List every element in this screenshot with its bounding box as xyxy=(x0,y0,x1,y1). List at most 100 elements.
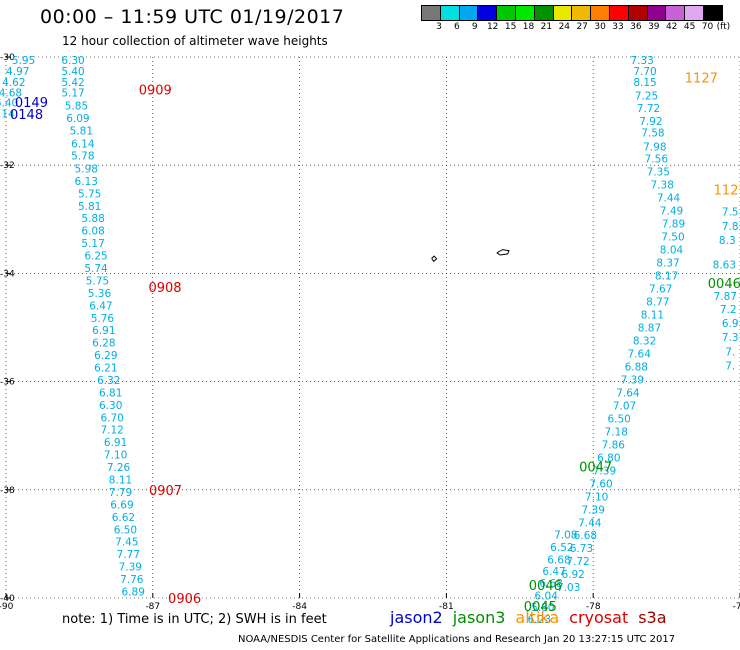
pass-time-label: 0149 xyxy=(15,96,48,111)
swh-value: 6.68 xyxy=(574,530,597,542)
pass-time-label: 0047 xyxy=(579,461,612,476)
swh-value: 6.91 xyxy=(104,437,127,449)
swh-value: 6.9 xyxy=(722,318,739,330)
x-tick-label: -87 xyxy=(145,602,160,612)
swh-value: 7.44 xyxy=(657,193,681,205)
swh-value: 7.12 xyxy=(100,425,123,437)
swh-value: 6.32 xyxy=(97,375,120,387)
scale-swatch xyxy=(702,5,723,21)
legend-item-jason2: jason2 xyxy=(390,608,443,627)
scale-label: 39 xyxy=(648,22,660,32)
swh-value: 5.74 xyxy=(84,263,108,275)
swh-value: 5.81 xyxy=(70,126,93,138)
swh-value: 6.68 xyxy=(539,578,562,590)
swh-value: 6.69 xyxy=(110,499,133,511)
swh-value: 6.80 xyxy=(597,452,620,464)
swh-value: 7.77 xyxy=(117,549,140,561)
swh-value: 6.88 xyxy=(625,361,648,373)
swh-value: 8.3 xyxy=(719,235,736,247)
swh-value: 7.39 xyxy=(621,374,644,386)
scale-label: 6 xyxy=(454,22,460,32)
swh-value: 6.25 xyxy=(84,251,107,263)
swh-value: 6.47 xyxy=(89,300,112,312)
pass-time-label: 0906 xyxy=(168,592,201,607)
swh-value: 7.58 xyxy=(641,128,664,140)
y-tick-label: -34 xyxy=(0,269,15,279)
swh-value: 8.11 xyxy=(641,310,664,322)
swh-value: 7.98 xyxy=(643,141,666,153)
swh-value: 7.72 xyxy=(637,103,660,115)
swh-value: 6.30 xyxy=(99,400,122,412)
swh-value: 7.10 xyxy=(585,491,608,503)
swh-value: 6.70 xyxy=(100,412,123,424)
swh-value: 5.75 xyxy=(78,188,101,200)
swh-value: 6.28 xyxy=(92,338,115,350)
swh-value: 7.07 xyxy=(613,400,636,412)
swh-value: 5.76 xyxy=(91,313,115,325)
swh-value: 8.37 xyxy=(656,258,679,270)
swh-value: 5.40 xyxy=(61,66,84,78)
scale-label: 36 xyxy=(630,22,642,32)
swh-value: 8.32 xyxy=(633,335,656,347)
swh-value: 6.13 xyxy=(75,176,98,188)
swh-value: 4.68 xyxy=(0,88,22,100)
swh-value: 6.14 xyxy=(71,139,95,151)
scale-label: 24 xyxy=(558,22,571,32)
swh-value: 7.25 xyxy=(635,90,658,102)
swh-value: 8.77 xyxy=(646,297,669,309)
scale-label: 45 xyxy=(683,22,696,32)
swh-value: 7.08 xyxy=(554,530,577,542)
swh-value: 7.60 xyxy=(589,478,612,490)
swh-value: 7.26 xyxy=(107,462,131,474)
scale-label: 3 xyxy=(436,22,442,32)
swh-value: 4.62 xyxy=(2,77,25,89)
swh-value: 8.04 xyxy=(660,245,684,257)
legend-item-s3a: s3a xyxy=(638,608,667,627)
swh-value: 6.52 xyxy=(550,542,573,554)
swh-value: 7.39 xyxy=(582,504,605,516)
swh-value: 5.81 xyxy=(78,201,101,213)
swh-value: 7.10 xyxy=(104,450,127,462)
pass-time-label: 0148 xyxy=(10,108,43,123)
swh-value: 7.49 xyxy=(660,206,683,218)
swh-value: 5.95 xyxy=(12,55,35,67)
swh-value: 5.14 xyxy=(0,108,15,120)
swh-value: 5.78 xyxy=(71,150,94,162)
scale-label: 9 xyxy=(471,22,478,32)
scale-label: 18 xyxy=(522,22,535,32)
scale-label: 33 xyxy=(612,22,624,32)
swh-value: 8.15 xyxy=(633,77,656,89)
swh-value: 5.85 xyxy=(65,101,88,113)
swh-value: 7.03 xyxy=(557,582,580,594)
swh-value: 8.17 xyxy=(655,271,678,283)
swh-value: 7.86 xyxy=(602,439,626,451)
swh-value: 7.45 xyxy=(115,537,138,549)
swh-value: 8.11 xyxy=(109,475,132,487)
x-tick-label: -84 xyxy=(292,602,307,612)
swh-value: 5.36 xyxy=(88,288,112,300)
swh-value: 7.2 xyxy=(720,304,737,316)
swh-value: 6.68 xyxy=(547,555,570,567)
swh-value: 5.17 xyxy=(81,238,104,250)
swh-value: 6.23 xyxy=(528,614,551,626)
satellite-legend: jason2 jason3 altika cryosat s3a xyxy=(390,608,677,627)
swh-value: 7.87 xyxy=(714,291,737,303)
x-tick-label: -78 xyxy=(586,602,601,612)
pass-time-label: 0907 xyxy=(149,484,182,499)
swh-value: 5.42 xyxy=(61,77,84,89)
swh-value: 5.88 xyxy=(81,213,104,225)
wave-height-scale-labels: 3 6 9 12 15 18 21 24 27 30 33 36 39 42 45 70 (ft) xyxy=(421,22,740,34)
swh-value: 6.50 xyxy=(607,413,630,425)
swh-value: 7. xyxy=(725,360,735,372)
swh-value: 7. xyxy=(725,346,735,358)
swh-value: 7.33 xyxy=(630,55,653,67)
x-tick-label: -75 xyxy=(733,602,740,612)
pass-time-label: 0908 xyxy=(148,281,181,296)
pass-time-label: 0045 xyxy=(524,600,557,615)
pass-time-label: 1127 xyxy=(685,72,718,87)
swh-value: 5.75 xyxy=(86,275,109,287)
swh-value: 6.89 xyxy=(122,587,145,599)
land-outline xyxy=(431,255,438,263)
swh-value: 5.98 xyxy=(75,163,98,175)
